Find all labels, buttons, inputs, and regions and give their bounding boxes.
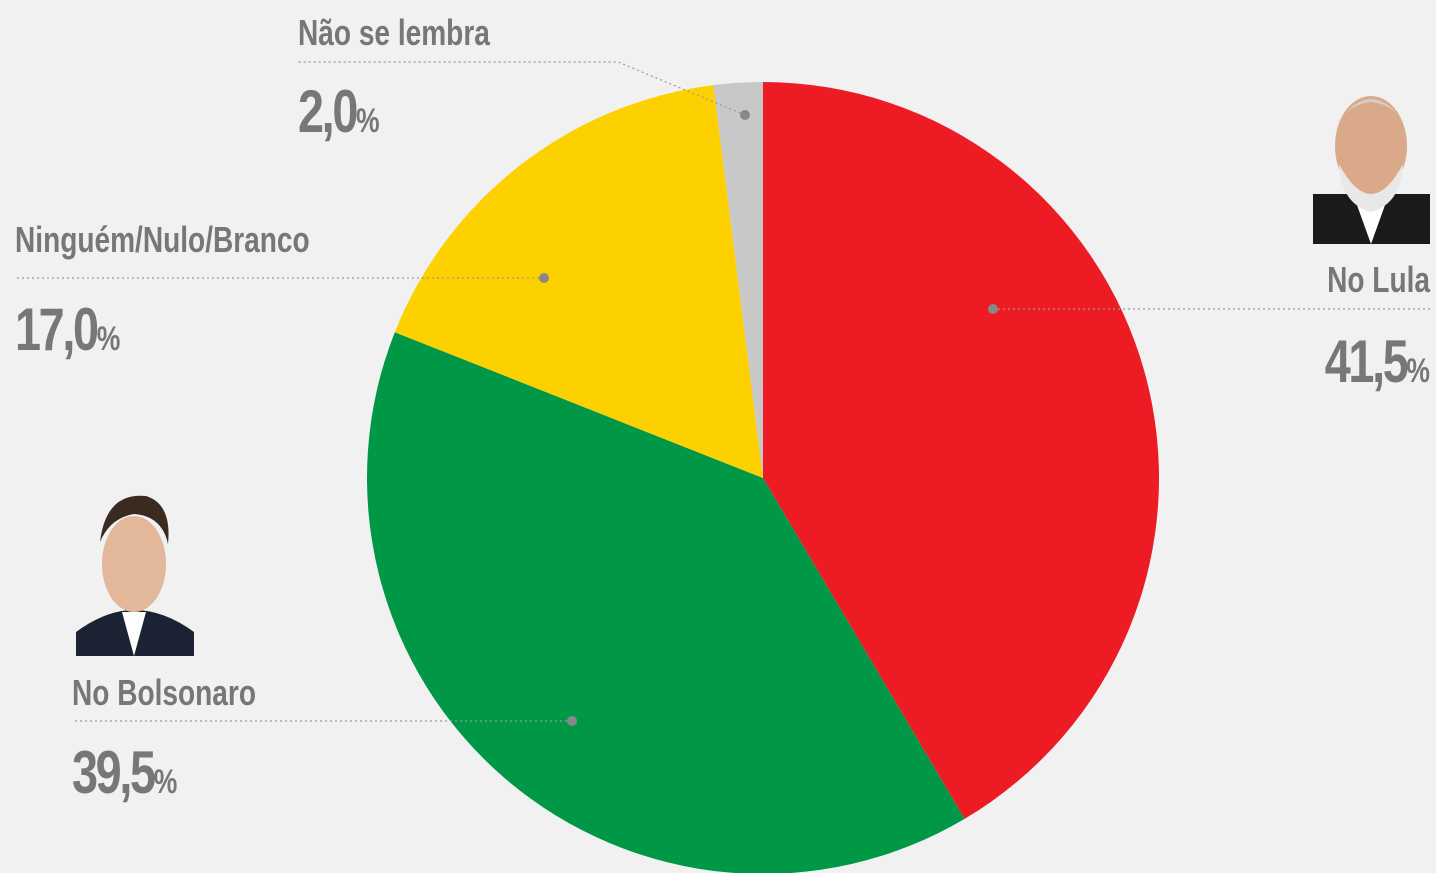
value-group: 17,0% bbox=[15, 296, 120, 363]
labels: No Lula 41,5% No Bolsonaro 39,5% Ninguém/Nul… bbox=[15, 13, 1431, 806]
value-label: 39,5% bbox=[72, 739, 177, 806]
value-label: 17,0% bbox=[15, 296, 120, 363]
portrait-bolsonaro bbox=[76, 495, 194, 656]
portrait-lula bbox=[1313, 96, 1430, 244]
pie-slice bbox=[763, 82, 1159, 819]
leader-dot bbox=[988, 304, 998, 314]
value-group: 39,5% bbox=[72, 739, 177, 806]
value-group: 41,5% bbox=[1325, 328, 1430, 395]
pie-slice bbox=[713, 82, 763, 478]
label-group: No Bolsonaro bbox=[72, 673, 256, 713]
leader-dot bbox=[567, 716, 577, 726]
pie bbox=[367, 82, 1159, 873]
category-label: Ninguém/Nulo/Branco bbox=[15, 220, 310, 260]
leader-dot bbox=[740, 110, 750, 120]
category-label: No Bolsonaro bbox=[72, 673, 256, 713]
value-label: 2,0% bbox=[298, 78, 380, 145]
pie-slice bbox=[367, 332, 965, 873]
label-group: Ninguém/Nulo/Branco bbox=[15, 220, 310, 260]
leader-dot bbox=[539, 273, 549, 283]
value-label: 41,5% bbox=[1325, 328, 1430, 395]
label-group: No Lula bbox=[1327, 260, 1431, 300]
label-group: Não se lembra bbox=[298, 13, 491, 53]
pie-slice bbox=[394, 85, 763, 478]
category-label: No Lula bbox=[1327, 260, 1431, 300]
leader-line bbox=[298, 61, 746, 116]
value-group: 2,0% bbox=[298, 78, 380, 145]
category-label: Não se lembra bbox=[298, 13, 491, 53]
